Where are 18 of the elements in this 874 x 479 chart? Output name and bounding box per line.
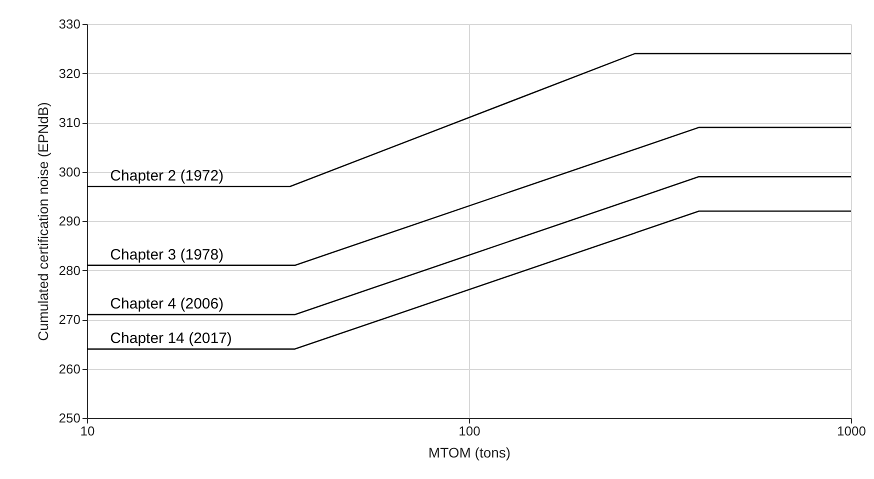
x-tick-label: 10 xyxy=(80,424,95,438)
series-label: Chapter 14 (2017) xyxy=(110,330,232,348)
y-tick-label: 260 xyxy=(58,361,80,376)
y-tick-label: 270 xyxy=(58,312,80,327)
series-label: Chapter 4 (2006) xyxy=(110,296,224,313)
y-tick-label: 290 xyxy=(58,214,80,228)
series-label: Chapter 2 (1972) xyxy=(110,168,224,185)
y-axis-title: Cumulated certification noise (EPNdB) xyxy=(34,102,51,341)
y-tick-label: 330 xyxy=(58,16,80,32)
series-label: Chapter 3 (1978) xyxy=(110,246,224,264)
x-axis-title: MTOM (tons) xyxy=(428,444,511,460)
y-tick-label: 250 xyxy=(58,410,80,426)
x-tick-label: 1000 xyxy=(837,424,866,438)
x-tick-label: 100 xyxy=(458,424,480,438)
y-tick-label: 300 xyxy=(58,164,80,180)
y-tick-label: 310 xyxy=(58,115,80,130)
y-tick-label: 320 xyxy=(58,66,80,81)
y-tick-label: 280 xyxy=(58,262,80,278)
